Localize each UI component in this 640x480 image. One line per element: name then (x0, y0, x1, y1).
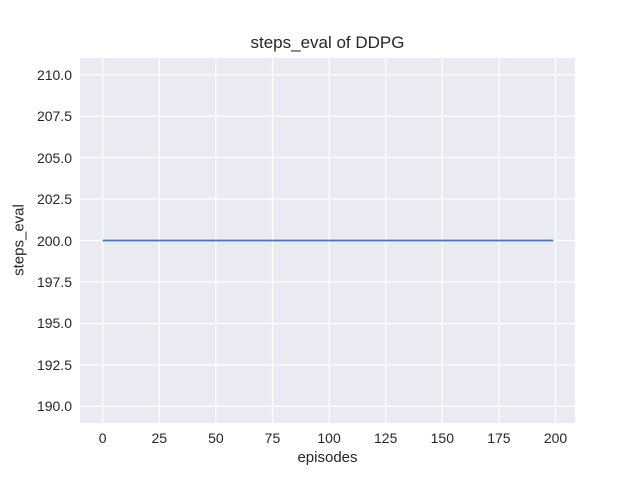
x-tick-label: 50 (208, 430, 224, 446)
y-tick-label: 197.5 (36, 273, 72, 290)
x-tick-label: 175 (487, 430, 511, 446)
x-axis-label: episodes (297, 449, 358, 466)
y-tick-label: 207.5 (36, 108, 72, 125)
y-tick-label: 195.0 (36, 315, 72, 332)
chart-title: steps_eval of DDPG (250, 33, 405, 52)
y-tick-label: 200.0 (36, 232, 72, 249)
y-tick-label: 190.0 (36, 398, 72, 415)
y-tick-label: 192.5 (36, 356, 72, 373)
x-tick-label: 150 (430, 430, 454, 446)
x-tick-label: 200 (543, 430, 568, 446)
x-tick-label: 0 (98, 430, 107, 446)
plot-canvas (80, 58, 575, 423)
x-tick-label: 75 (264, 430, 281, 446)
plot-area (80, 58, 575, 423)
y-tick-label: 210.0 (36, 66, 72, 83)
y-tick-label: 202.5 (36, 191, 72, 208)
y-tick-label: 205.0 (36, 149, 72, 166)
x-tick-label: 100 (317, 430, 341, 446)
x-tick-label: 125 (374, 430, 398, 446)
x-tick-label: 25 (151, 430, 168, 446)
